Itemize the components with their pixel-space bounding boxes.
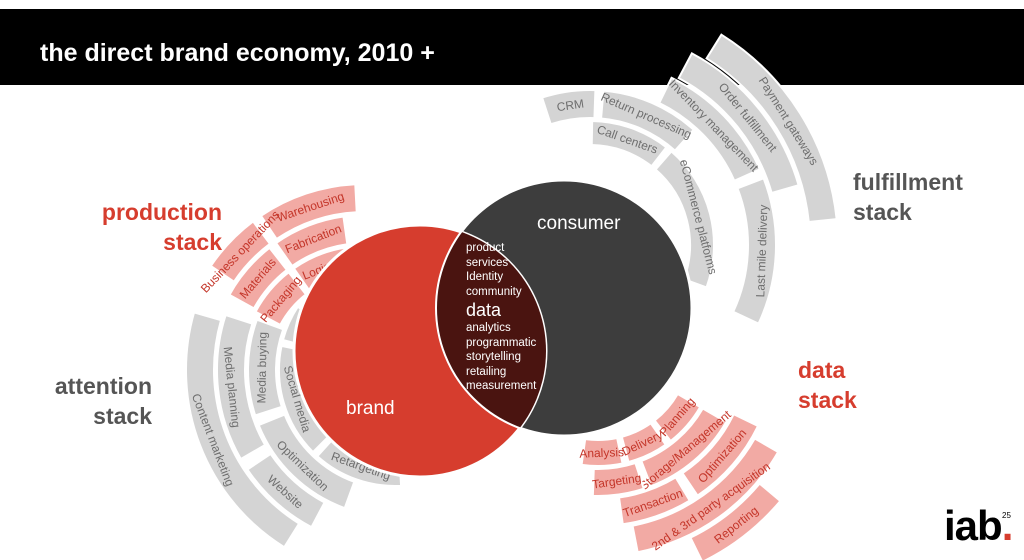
segment-shape (657, 76, 762, 183)
segment-shape (731, 177, 777, 325)
segment-shape (216, 313, 267, 461)
page-title: the direct brand economy, 2010 + (40, 39, 435, 67)
segment-shape (640, 407, 728, 488)
segment-shape (705, 33, 838, 224)
segment-shape (580, 436, 624, 467)
segment-shape (257, 413, 356, 510)
center-item-programmatic: programmatic (466, 336, 537, 349)
segment-shape (653, 392, 702, 443)
segment-shape (274, 215, 349, 268)
data-stack-label: data stack (798, 357, 857, 413)
consumer-circle-label: consumer (537, 213, 621, 234)
segment-analysis: Analysis (579, 436, 624, 467)
segment-shape (185, 311, 301, 549)
center-item-storytelling: storytelling (466, 351, 521, 363)
segment-shape (247, 318, 285, 417)
title-bar: the direct brand economy, 2010 + (0, 9, 1024, 85)
segment-shape (209, 220, 272, 284)
fulfillment-stack-label: fulfillment stack (853, 169, 963, 225)
center-item-data: data (466, 300, 502, 320)
segment-shape (590, 120, 668, 168)
segment-shape (689, 482, 782, 560)
segment-label: Last mile delivery (753, 204, 770, 297)
center-item-measurement: measurement (466, 380, 537, 392)
segment-targeting: Targeting (591, 461, 645, 497)
center-overlap-text: product services Identity community data… (466, 241, 536, 394)
segment-shape (617, 476, 692, 526)
segment-shape (228, 246, 289, 310)
brand-circle-label: brand (346, 398, 395, 419)
production-stack-label: production stack (101, 199, 222, 255)
segment-shape (254, 270, 308, 327)
segment-crm: CRM (540, 89, 597, 126)
center-item-analytics: analytics (466, 322, 511, 334)
attention-stack-label: attention stack (54, 373, 152, 429)
segment-label: CRM (556, 97, 585, 115)
segment-shape (599, 89, 696, 153)
center-item-services: services (466, 256, 509, 269)
segment-label: Media buying (254, 332, 269, 404)
segment-shape (654, 150, 715, 289)
iab-logo: iab. (944, 502, 1013, 549)
segment-shape (631, 437, 780, 554)
segment-label: Targeting (591, 471, 642, 492)
center-item-identity: Identity (466, 271, 504, 283)
segment-last-mile-delivery: Last mile delivery (731, 177, 777, 325)
segment-shape (681, 412, 760, 497)
segment-media-buying: Media buying (247, 318, 285, 417)
segment-shape (259, 183, 358, 241)
segment-shape (540, 89, 597, 126)
consumer-circle-outline (435, 179, 693, 437)
center-item-product: product (466, 242, 505, 254)
center-item-community: community (466, 285, 522, 298)
segment-shape (591, 461, 645, 497)
segment-shape (246, 452, 326, 529)
page-number: 25 (1002, 511, 1011, 520)
segment-shape (620, 421, 668, 464)
segment-shape (677, 52, 800, 195)
segment-media-planning: Media planning (216, 313, 267, 461)
segment-label: Analysis (579, 445, 624, 461)
center-item-retailing: retailing (466, 365, 507, 378)
